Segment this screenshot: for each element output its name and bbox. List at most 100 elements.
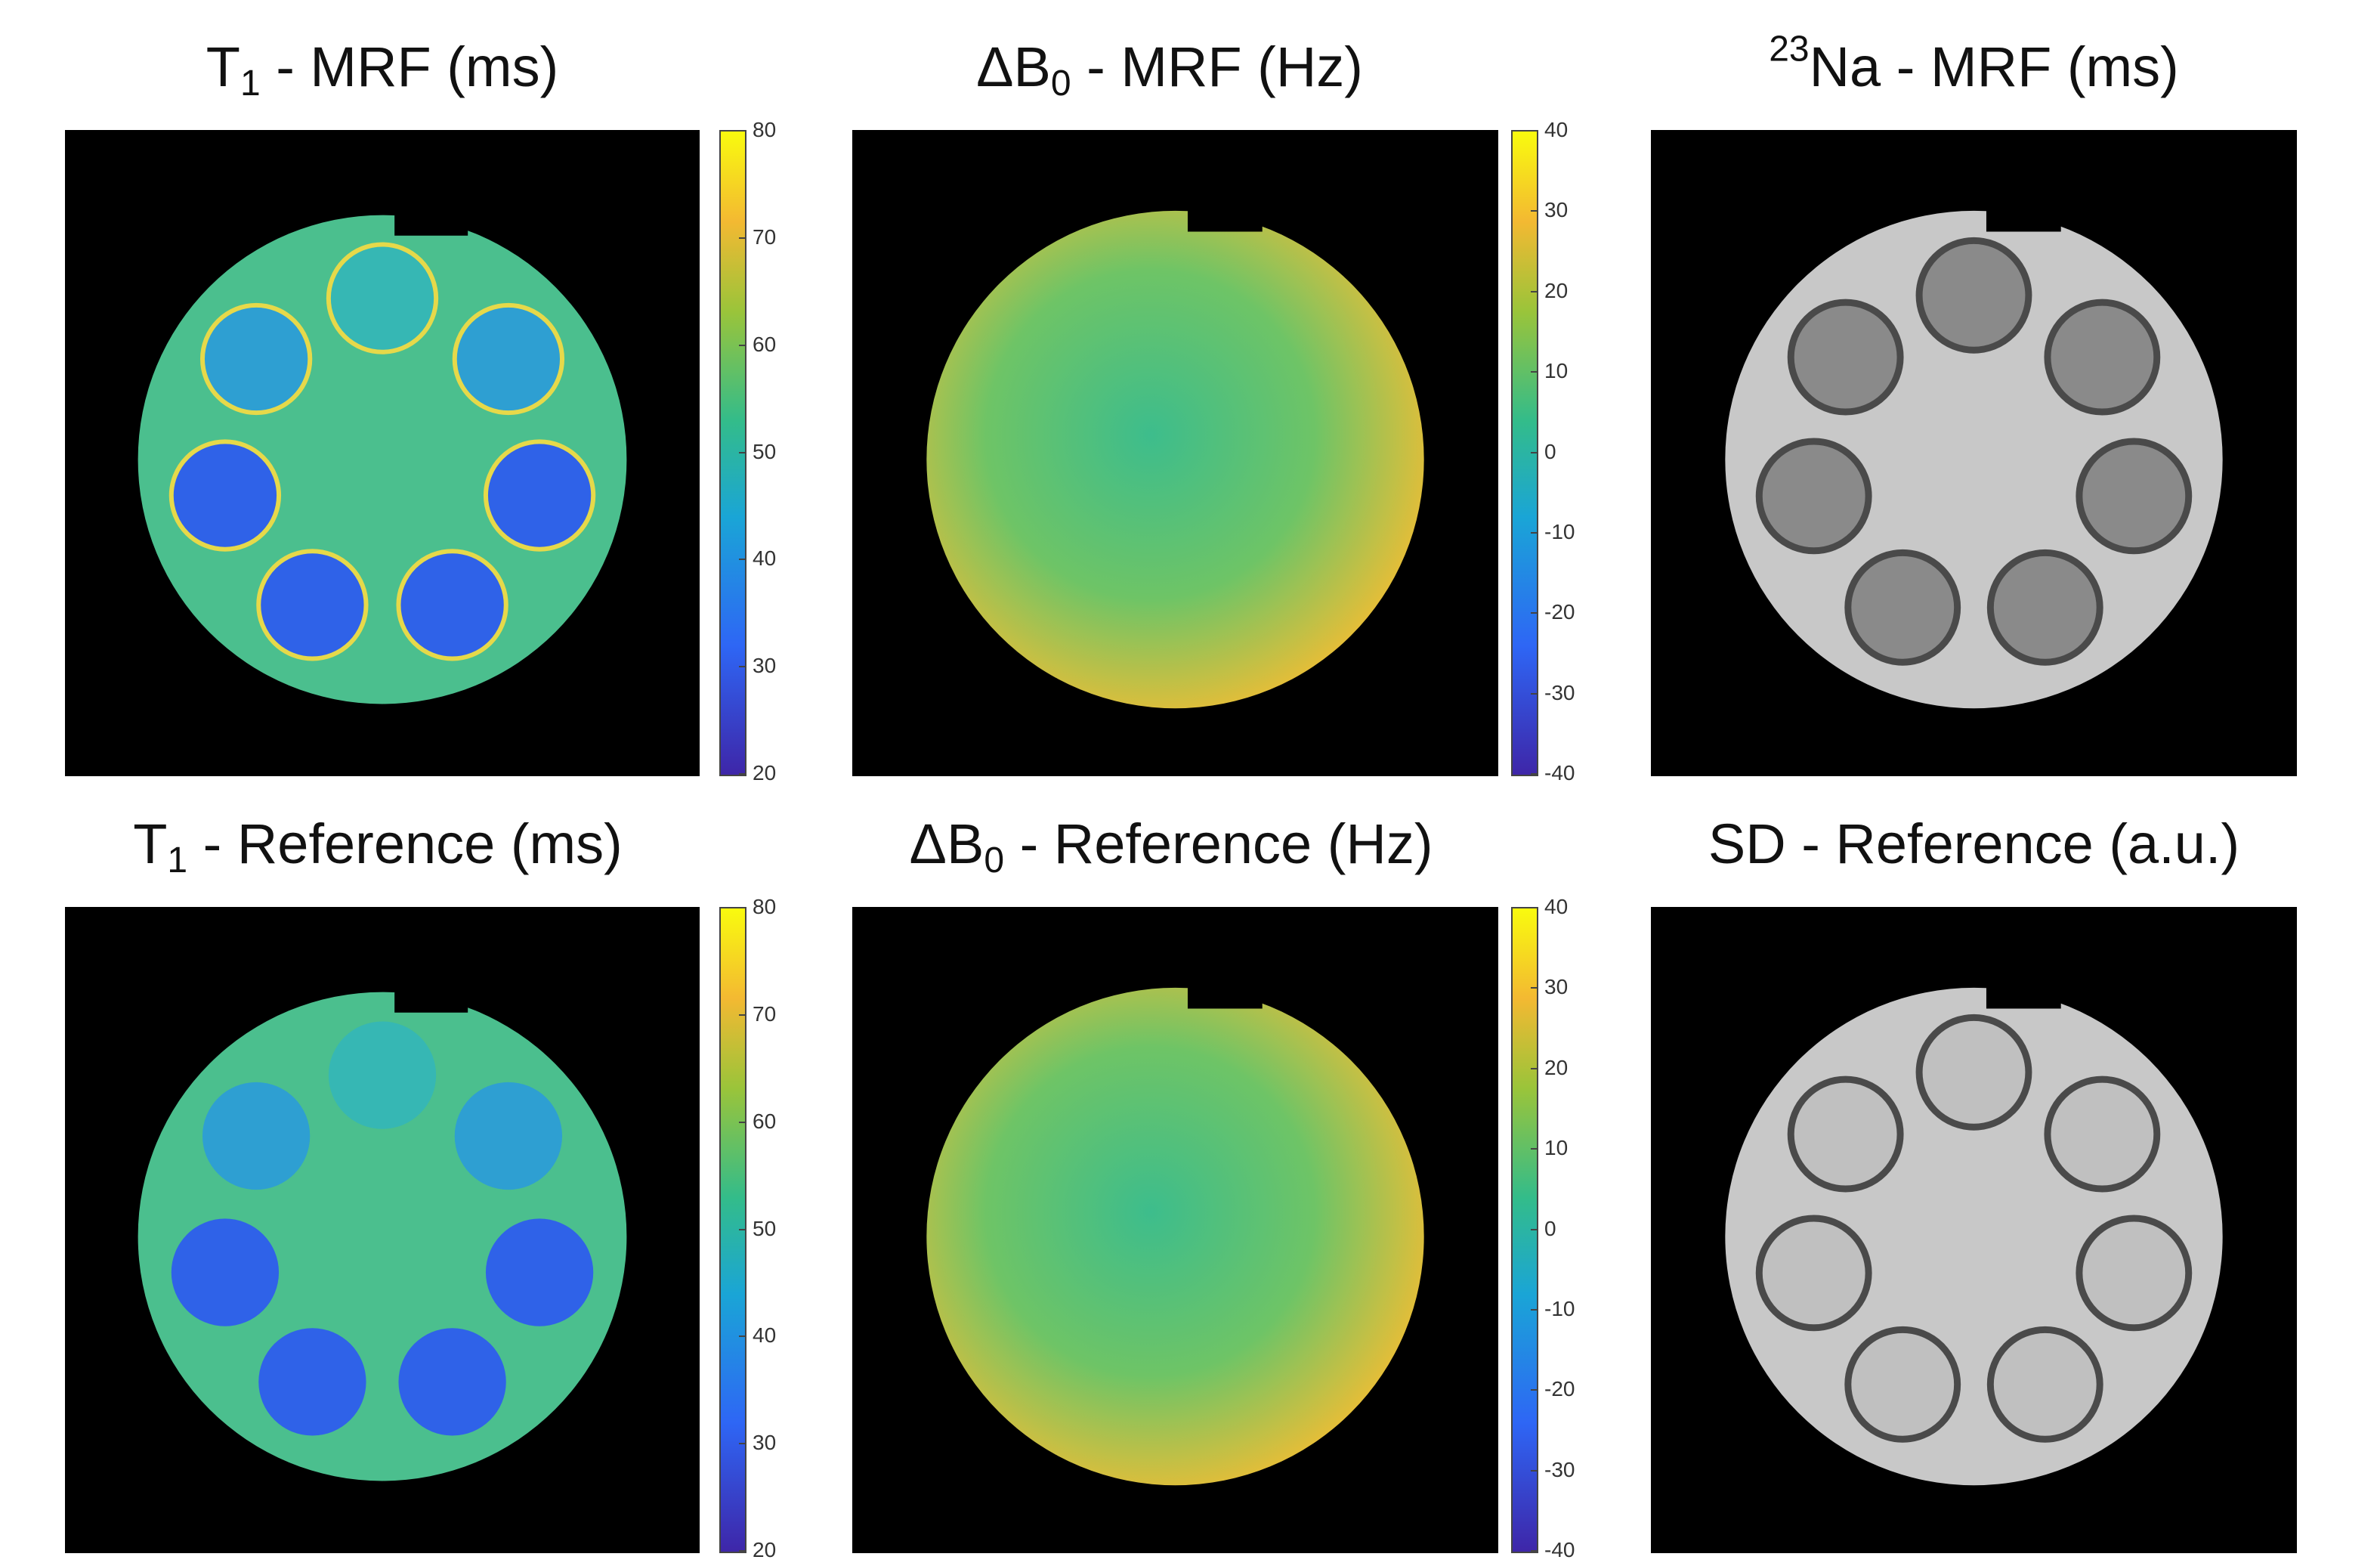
phantom-notch bbox=[394, 213, 468, 236]
colorbar-tick-mark bbox=[1531, 1469, 1538, 1472]
colorbar-tick-mark bbox=[739, 773, 746, 775]
colorbar-tick-label: -40 bbox=[1544, 761, 1575, 785]
phantom-tube bbox=[1844, 1326, 1961, 1443]
colorbar-tick-label: 80 bbox=[753, 118, 777, 141]
phantom-tube bbox=[2044, 1075, 2161, 1193]
colorbar-tick-mark bbox=[1531, 612, 1538, 614]
panel-title-db0-ref: ΔB0 - Reference (Hz) bbox=[909, 812, 1433, 880]
colorbar-tick-mark bbox=[1531, 1148, 1538, 1150]
t1-ref-map bbox=[65, 907, 700, 1553]
phantom-notch bbox=[1986, 986, 2061, 1009]
phantom-tube bbox=[1787, 1075, 1904, 1193]
phantom-tube bbox=[454, 1082, 563, 1190]
colorbar-tick-mark bbox=[1531, 907, 1538, 908]
phantom-tube bbox=[485, 1218, 594, 1326]
colorbar-tick-label: 30 bbox=[1544, 198, 1569, 222]
panel-title-t1-ref: T1 - Reference (ms) bbox=[133, 812, 623, 880]
colorbar-tick-mark bbox=[739, 344, 746, 346]
phantom-tube bbox=[398, 1328, 506, 1436]
colorbar-tick-label: 50 bbox=[753, 1216, 777, 1240]
colorbar-tick-mark bbox=[1531, 1550, 1538, 1552]
colorbar-tick-label: 20 bbox=[753, 761, 777, 785]
colorbar-tick-label: 70 bbox=[753, 224, 777, 249]
colorbar-tick-mark bbox=[739, 1443, 746, 1445]
colorbar-tick-mark bbox=[1531, 773, 1538, 775]
colorbar-tick-label: -30 bbox=[1544, 1457, 1575, 1481]
colorbar-tick-label: 80 bbox=[753, 895, 777, 918]
na-mrf-map bbox=[1651, 130, 2297, 776]
colorbar-tick-label: 30 bbox=[753, 1431, 777, 1455]
colorbar-tick-mark bbox=[739, 559, 746, 561]
sd-ref-map bbox=[1651, 907, 2297, 1553]
phantom-tube bbox=[1755, 1215, 1872, 1332]
panel-title-na-mrf: 23Na - MRF (ms) bbox=[1769, 29, 2179, 98]
phantom-tube bbox=[168, 439, 282, 552]
colorbar-tick-label: 10 bbox=[1544, 1136, 1569, 1160]
colorbar-tick-mark bbox=[1531, 371, 1538, 373]
colorbar-tick-label: 0 bbox=[1544, 1216, 1556, 1240]
colorbar-tick-mark bbox=[739, 666, 746, 668]
phantom-tube bbox=[452, 302, 565, 416]
colorbar-tick-mark bbox=[1531, 1228, 1538, 1230]
colorbar-tick-label: -10 bbox=[1544, 519, 1575, 543]
colorbar-tick-label: 0 bbox=[1544, 439, 1556, 463]
colorbar-tick-mark bbox=[1531, 1067, 1538, 1069]
colorbar-tick-label: 40 bbox=[1544, 895, 1569, 918]
colorbar-tick-mark bbox=[739, 451, 746, 453]
phantom-tube bbox=[2076, 438, 2193, 555]
colorbar-tick-mark bbox=[739, 1014, 746, 1016]
colorbar-tick-label: 40 bbox=[753, 1323, 777, 1348]
colorbar-tick-label: -30 bbox=[1544, 680, 1575, 704]
db0-ref-colorbar bbox=[1511, 907, 1538, 1553]
phantom-notch bbox=[1986, 209, 2061, 232]
phantom-tube bbox=[258, 1328, 366, 1436]
colorbar-tick-mark bbox=[1531, 451, 1538, 453]
phantom-tube bbox=[2044, 299, 2161, 416]
t1-mrf-map bbox=[65, 130, 700, 776]
panel-title-t1-mrf: T1 - MRF (ms) bbox=[206, 36, 559, 104]
db0-mrf-colorbar bbox=[1511, 130, 1538, 776]
phantom-tube bbox=[1844, 549, 1961, 666]
colorbar-tick-mark bbox=[1531, 987, 1538, 989]
phantom-tube bbox=[1755, 438, 1872, 555]
phantom-tube bbox=[1986, 1326, 2103, 1443]
phantom-notch bbox=[1187, 986, 1263, 1009]
t1-ref-colorbar bbox=[719, 907, 746, 1553]
phantom-tube bbox=[171, 1218, 280, 1326]
panel-title-sd-ref: SD - Reference (a.u.) bbox=[1708, 812, 2240, 875]
colorbar-tick-mark bbox=[739, 1335, 746, 1338]
colorbar-tick-label: 30 bbox=[1544, 975, 1569, 999]
phantom-disk bbox=[926, 987, 1424, 1486]
colorbar-tick-label: 20 bbox=[1544, 1055, 1569, 1079]
colorbar-tick-mark bbox=[1531, 290, 1538, 292]
colorbar-tick-mark bbox=[739, 907, 746, 908]
phantom-tube bbox=[202, 1082, 311, 1190]
colorbar-tick-mark bbox=[739, 1121, 746, 1123]
phantom-tube bbox=[199, 302, 313, 416]
phantom-tube bbox=[1915, 237, 2032, 354]
colorbar-tick-mark bbox=[1531, 130, 1538, 132]
phantom-tube bbox=[396, 549, 508, 661]
colorbar-tick-mark bbox=[1531, 210, 1538, 212]
db0-ref-map bbox=[852, 907, 1498, 1553]
colorbar-tick-label: -40 bbox=[1544, 1538, 1575, 1561]
colorbar-tick-mark bbox=[1531, 692, 1538, 695]
colorbar-tick-label: 20 bbox=[1544, 278, 1569, 302]
colorbar-tick-mark bbox=[739, 237, 746, 239]
phantom-disk bbox=[926, 210, 1424, 709]
phantom-tube bbox=[256, 549, 369, 661]
colorbar-tick-label: 60 bbox=[753, 1109, 777, 1133]
colorbar-tick-label: 50 bbox=[753, 439, 777, 463]
colorbar-tick-mark bbox=[739, 1550, 746, 1552]
colorbar-tick-mark bbox=[739, 1228, 746, 1230]
phantom-notch bbox=[394, 990, 468, 1013]
colorbar-tick-label: 10 bbox=[1544, 359, 1569, 383]
colorbar-tick-label: 40 bbox=[753, 546, 777, 571]
colorbar-tick-label: 30 bbox=[753, 654, 777, 678]
colorbar-tick-mark bbox=[1531, 1308, 1538, 1311]
t1-mrf-colorbar bbox=[719, 130, 746, 776]
db0-mrf-map bbox=[852, 130, 1498, 776]
phantom-tube bbox=[326, 242, 439, 354]
colorbar-tick-mark bbox=[739, 130, 746, 132]
colorbar-tick-label: 20 bbox=[753, 1538, 777, 1561]
